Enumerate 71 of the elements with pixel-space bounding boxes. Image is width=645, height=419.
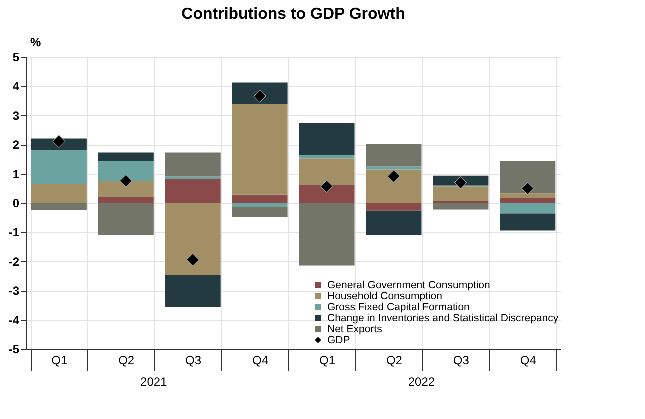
bar [31, 184, 87, 203]
bar [433, 203, 489, 210]
bar [165, 176, 221, 180]
point [254, 90, 266, 103]
bar [366, 203, 422, 211]
chart-title: Contributions to GDP Growth [182, 6, 406, 23]
bar [165, 152, 221, 177]
x-tick-label: Q3 [453, 354, 470, 368]
bar [232, 207, 288, 218]
bar [500, 161, 556, 194]
legend-label: GDP [328, 334, 350, 346]
legend-label: Net Exports [328, 323, 382, 336]
y-tick-label: -4 [8, 313, 20, 328]
bar [98, 197, 154, 203]
y-tick-label: 1 [12, 167, 20, 182]
bar [299, 122, 355, 156]
bar [165, 275, 221, 308]
x-tick-label: Q2 [118, 354, 135, 368]
point [388, 170, 400, 183]
bar [500, 194, 556, 198]
y-axis-title: % [30, 36, 42, 50]
bar [98, 152, 154, 162]
bar [31, 203, 87, 210]
bar [500, 203, 556, 214]
point [320, 180, 334, 194]
bar [31, 150, 87, 184]
legend-label: Household Consumption [328, 290, 443, 302]
legend-label: Gross Fixed Capital Formation [328, 301, 470, 314]
bar [299, 185, 355, 203]
bar [232, 82, 288, 104]
text: 2021 [140, 375, 168, 389]
bar [299, 155, 355, 159]
bar [232, 194, 288, 203]
y-tick-label: 2 [12, 138, 20, 152]
point [454, 176, 468, 190]
bar [165, 179, 221, 203]
bar [299, 158, 355, 186]
bar [232, 104, 288, 195]
y-tick-label: -2 [8, 254, 20, 269]
bar [500, 198, 556, 203]
bar [98, 203, 154, 236]
y-tick-label: 4 [12, 80, 20, 94]
bar [165, 203, 221, 276]
y-tick-label: -5 [8, 342, 20, 356]
x-tick-label: Q1 [319, 354, 336, 368]
legend-label: General Government Consumption [328, 279, 490, 292]
bar [433, 186, 489, 202]
bar [98, 181, 154, 198]
y-tick-label: -1 [8, 226, 20, 240]
point [186, 254, 200, 266]
bar [299, 203, 355, 266]
legend-label: Change in Inventories and Statistical Discrepancy [328, 312, 560, 324]
bar [366, 170, 422, 203]
point [521, 182, 534, 196]
bar [98, 162, 154, 182]
x-tick-label: Q2 [386, 354, 403, 368]
y-tick-label: 3 [12, 108, 20, 123]
x-tick-label: Q3 [186, 354, 202, 368]
y-tick-label: -3 [8, 284, 20, 298]
x-tick-label: Q1 [52, 354, 68, 368]
point [120, 174, 133, 188]
text: 2022 [408, 375, 436, 389]
x-tick-label: Q4 [252, 354, 269, 368]
bar [366, 210, 422, 236]
bar [366, 144, 422, 167]
bar [500, 214, 556, 231]
point [52, 135, 66, 148]
x-tick-label: Q4 [520, 354, 537, 368]
y-tick-label: 0 [12, 196, 20, 210]
bar [232, 203, 288, 208]
y-tick-label: 5 [12, 50, 20, 64]
